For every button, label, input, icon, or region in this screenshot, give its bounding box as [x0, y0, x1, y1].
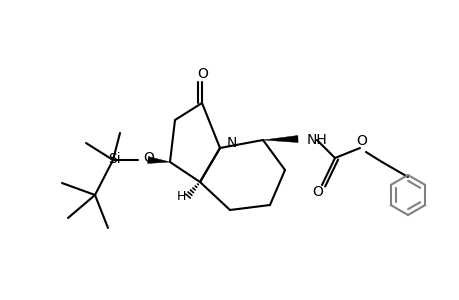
- Text: O: O: [197, 67, 208, 81]
- Text: O: O: [356, 134, 367, 148]
- Text: H: H: [176, 190, 185, 203]
- Polygon shape: [263, 136, 297, 142]
- Text: NH: NH: [306, 133, 327, 147]
- Text: O: O: [312, 185, 323, 199]
- Polygon shape: [147, 157, 170, 164]
- Text: Si: Si: [107, 152, 120, 166]
- Text: O: O: [143, 151, 154, 165]
- Text: N: N: [226, 136, 237, 150]
